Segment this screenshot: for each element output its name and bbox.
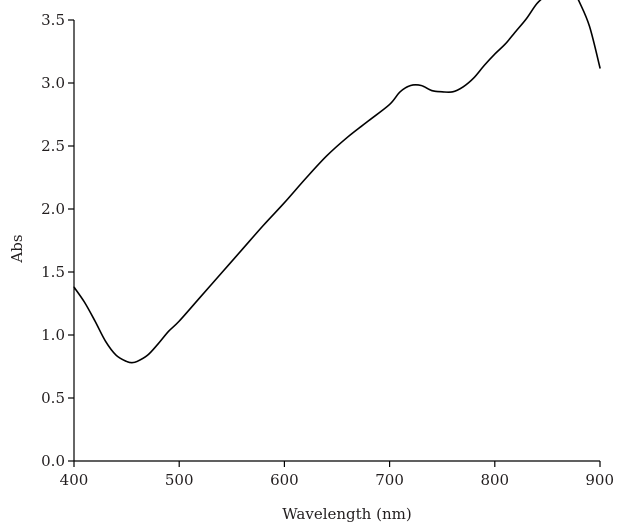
y-tick-label: 1.5	[41, 263, 65, 281]
x-tick-label: 400	[60, 471, 89, 489]
chart-axes	[73, 20, 600, 462]
x-axis-title: Wavelength (nm)	[282, 505, 411, 523]
y-tick-label: 3.5	[41, 11, 65, 29]
y-tick-label: 0.5	[41, 389, 65, 407]
y-tick-label: 1.0	[41, 326, 65, 344]
y-tick-label: 0.0	[41, 452, 65, 470]
x-tick-label: 500	[165, 471, 194, 489]
x-tick-label: 800	[480, 471, 509, 489]
x-tick-label: 700	[375, 471, 404, 489]
y-tick-label: 3.0	[41, 74, 65, 92]
y-axis-title: Abs	[8, 234, 26, 263]
y-axis-ticks: 0.0 0.5 1.0 1.5 2.0 2.5 3.0 3.5	[41, 11, 74, 470]
series-layer	[73, 0, 601, 364]
absorbance-series-line	[73, 0, 601, 364]
x-tick-label: 600	[270, 471, 299, 489]
x-axis-ticks: 400 500 600 700 800 900	[60, 461, 614, 489]
y-tick-label: 2.5	[41, 137, 65, 155]
y-tick-label: 2.0	[41, 200, 65, 218]
x-tick-label: 900	[585, 471, 614, 489]
